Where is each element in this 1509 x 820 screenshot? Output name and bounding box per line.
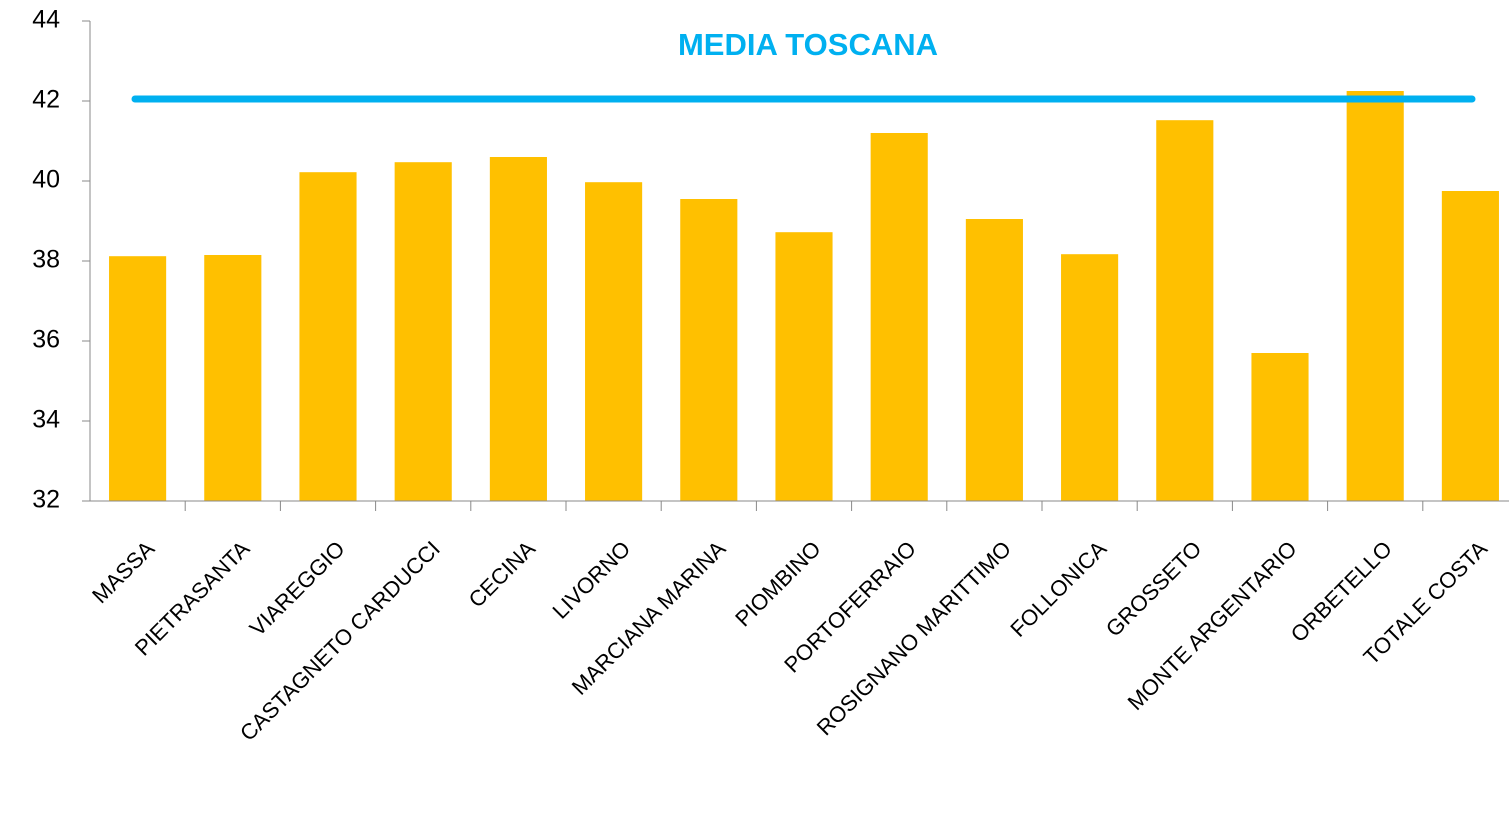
x-tick-label: FOLLONICA bbox=[1005, 536, 1111, 642]
bar bbox=[1441, 191, 1499, 501]
x-tick-label: MARCIANA MARINA bbox=[567, 536, 731, 700]
y-tick-label: 36 bbox=[32, 326, 60, 354]
x-tick-label: MONTE ARGENTARIO bbox=[1123, 536, 1302, 715]
x-tick-label: CECINA bbox=[464, 536, 541, 613]
bar bbox=[1251, 353, 1309, 501]
bar bbox=[1156, 120, 1214, 501]
bar bbox=[870, 133, 928, 501]
bar bbox=[204, 255, 262, 501]
y-tick-label: 38 bbox=[32, 246, 60, 274]
x-tick-label: ROSIGNANO MARITTIMO bbox=[812, 536, 1016, 740]
bar bbox=[775, 232, 833, 501]
bar bbox=[1061, 254, 1119, 501]
bar bbox=[965, 219, 1023, 501]
y-tick-label: 42 bbox=[32, 86, 60, 114]
x-tick-label: GROSSETO bbox=[1101, 536, 1207, 642]
bar bbox=[1346, 91, 1404, 501]
bar bbox=[680, 199, 738, 501]
bar bbox=[394, 162, 452, 501]
x-tick-label: CASTAGNETO CARDUCCI bbox=[235, 536, 445, 746]
x-tick-label: PIOMBINO bbox=[730, 536, 825, 631]
y-tick-label: 34 bbox=[32, 406, 60, 434]
x-tick-label: MASSA bbox=[87, 536, 159, 608]
bar bbox=[489, 157, 547, 501]
y-tick-label: 44 bbox=[32, 6, 60, 34]
bar bbox=[585, 182, 643, 501]
reference-label: MEDIA TOSCANA bbox=[678, 27, 938, 62]
y-tick-label: 32 bbox=[32, 486, 60, 514]
bar bbox=[299, 172, 357, 501]
bar bbox=[109, 256, 167, 501]
x-tick-label: LIVORNO bbox=[548, 536, 636, 624]
y-tick-label: 40 bbox=[32, 166, 60, 194]
x-tick-label: VIAREGGIO bbox=[245, 536, 350, 641]
